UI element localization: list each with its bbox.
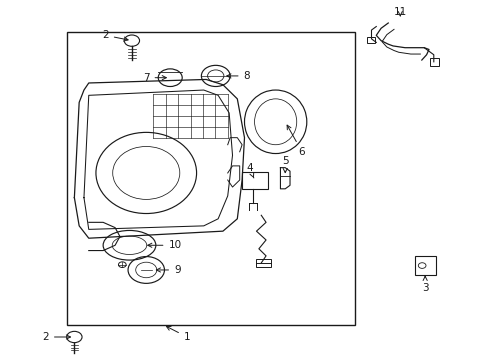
Text: 7: 7 (142, 73, 166, 83)
Text: 2: 2 (42, 332, 70, 342)
Text: 3: 3 (421, 276, 427, 293)
Bar (67, 32, 354, 325)
Bar (366, 37, 375, 43)
Text: 8: 8 (226, 71, 250, 81)
Text: 2: 2 (102, 30, 128, 41)
Text: 1: 1 (166, 327, 190, 342)
Bar (429, 58, 438, 66)
Text: 10: 10 (147, 240, 181, 250)
Text: 6: 6 (286, 125, 305, 157)
Text: 9: 9 (156, 265, 181, 275)
Bar (242, 172, 268, 189)
Bar (256, 259, 270, 267)
Bar (414, 256, 435, 275)
Text: 11: 11 (393, 8, 406, 17)
Text: 5: 5 (282, 156, 288, 172)
Text: 4: 4 (245, 163, 253, 178)
